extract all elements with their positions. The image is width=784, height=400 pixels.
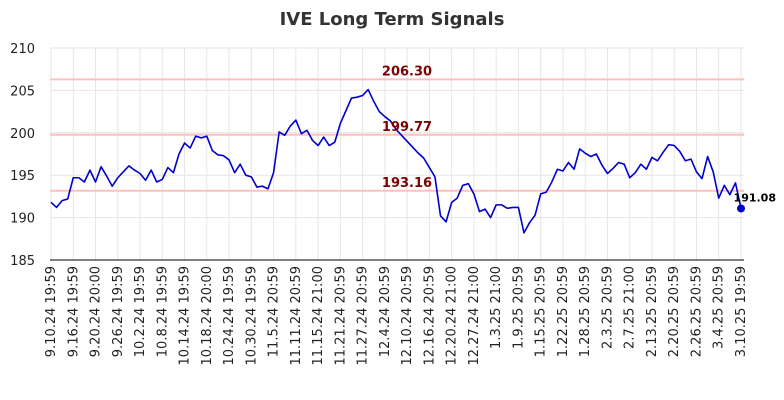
x-tick-label: 10.18.24 20:00 [200, 266, 215, 366]
axes: 185 190 195 200 205 210 9.10.24 19:59 9.16.24 1… [10, 42, 749, 366]
signal-level-label: 193.16 [382, 176, 432, 191]
x-tick-label: 10.14.24 19:59 [178, 266, 193, 366]
x-tick-label: 1.28.25 20:59 [578, 266, 593, 357]
x-tick-label: 2.26.25 20:59 [689, 266, 704, 357]
x-tick-label: 9.26.24 19:59 [111, 266, 126, 357]
x-tick-label: 1.15.25 20:59 [534, 266, 549, 357]
x-tick-label: 2.20.25 20:59 [667, 266, 682, 357]
x-tick-label: 11.15.24 21:00 [311, 266, 326, 366]
x-tick-label: 11.21.24 20:59 [333, 266, 348, 366]
signal-level-label: 206.30 [382, 64, 432, 79]
y-tick-label: 200 [10, 127, 35, 142]
x-tick-label: 12.27.24 21:00 [467, 266, 482, 366]
y-tick-label: 190 [10, 212, 35, 227]
last-price-marker [737, 204, 745, 213]
x-tick-label: 1.3.25 21:00 [489, 266, 504, 349]
annotations: 206.30 199.77 193.16 191.08 [382, 64, 776, 204]
x-tick-label: 10.30.24 19:59 [244, 266, 259, 366]
x-tick-label: 10.8.24 19:59 [155, 266, 170, 357]
x-tick-label: 11.27.24 20:59 [356, 266, 371, 366]
x-tick-label: 12.20.24 21:00 [445, 266, 460, 366]
price-series [50, 88, 745, 234]
x-tick-label: 12.10.24 20:59 [400, 266, 415, 366]
signal-level-label: 199.77 [382, 120, 432, 135]
x-tick-label: 11.5.24 20:59 [267, 266, 282, 357]
last-price-label: 191.08 [734, 191, 776, 204]
x-tick-label: 1.9.25 20:59 [511, 266, 526, 349]
y-tick-label: 210 [10, 42, 35, 57]
x-tick-label: 2.13.25 20:59 [645, 266, 660, 357]
x-tick-label: 12.16.24 20:59 [422, 266, 437, 366]
price-line [50, 88, 742, 234]
x-tick-label: 10.2.24 19:59 [133, 266, 148, 357]
y-tick-label: 195 [10, 169, 35, 184]
x-tick-label: 2.3.25 20:59 [600, 266, 615, 349]
x-tick-label: 9.10.24 19:59 [44, 266, 59, 357]
x-tick-label: 12.4.24 20:59 [378, 266, 393, 357]
signal-levels [50, 78, 744, 192]
y-tick-label: 185 [10, 254, 35, 269]
x-tick-label: 10.24.24 19:59 [222, 266, 237, 366]
x-tick-label: 1.22.25 20:59 [556, 266, 571, 357]
x-tick-label: 3.10.25 19:59 [734, 266, 749, 357]
grid [50, 47, 744, 261]
x-tick-label: 11.11.24 20:59 [289, 266, 304, 366]
y-tick-label: 205 [10, 84, 35, 99]
x-tick-label: 9.20.24 20:00 [89, 266, 104, 357]
x-tick-label: 2.7.25 21:00 [623, 266, 638, 349]
chart-title: IVE Long Term Signals [280, 9, 505, 30]
x-tick-label: 9.16.24 19:59 [66, 266, 81, 357]
x-tick-label: 3.4.25 20:59 [712, 266, 727, 349]
